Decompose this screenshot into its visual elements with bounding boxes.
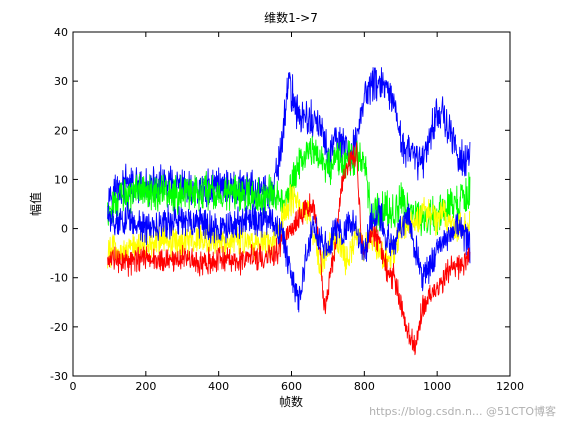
y-axis-label: 幅值 bbox=[28, 192, 43, 216]
series-layer bbox=[107, 67, 471, 356]
x-axis-ticks: 0 200 400 600 800 1000 1200 bbox=[70, 32, 524, 393]
y-tick-label: 40 bbox=[54, 26, 68, 39]
series-line-1 bbox=[107, 67, 471, 214]
series-line-5 bbox=[107, 197, 471, 313]
x-tick-label: 800 bbox=[354, 380, 375, 393]
x-tick-label: 1200 bbox=[496, 380, 524, 393]
x-axis-label: 帧数 bbox=[279, 394, 303, 409]
y-tick-label: -30 bbox=[50, 370, 68, 383]
y-tick-label: -10 bbox=[50, 272, 68, 285]
series-line-4 bbox=[107, 142, 471, 356]
watermark: https://blog.csdn.n... @51CTO博客 bbox=[369, 404, 556, 418]
y-tick-label: 20 bbox=[54, 124, 68, 137]
y-tick-label: 10 bbox=[54, 173, 68, 186]
y-axis-ticks: -30 -20 -10 0 10 20 30 40 bbox=[50, 26, 510, 383]
x-tick-label: 400 bbox=[208, 380, 229, 393]
y-tick-label: 0 bbox=[61, 223, 68, 236]
y-tick-label: 30 bbox=[54, 75, 68, 88]
x-tick-label: 200 bbox=[135, 380, 156, 393]
chart-title: 维数1->7 bbox=[264, 10, 318, 25]
x-tick-label: 600 bbox=[281, 380, 302, 393]
y-tick-label: -20 bbox=[50, 321, 68, 334]
x-tick-label: 0 bbox=[70, 380, 77, 393]
x-tick-label: 1000 bbox=[423, 380, 451, 393]
